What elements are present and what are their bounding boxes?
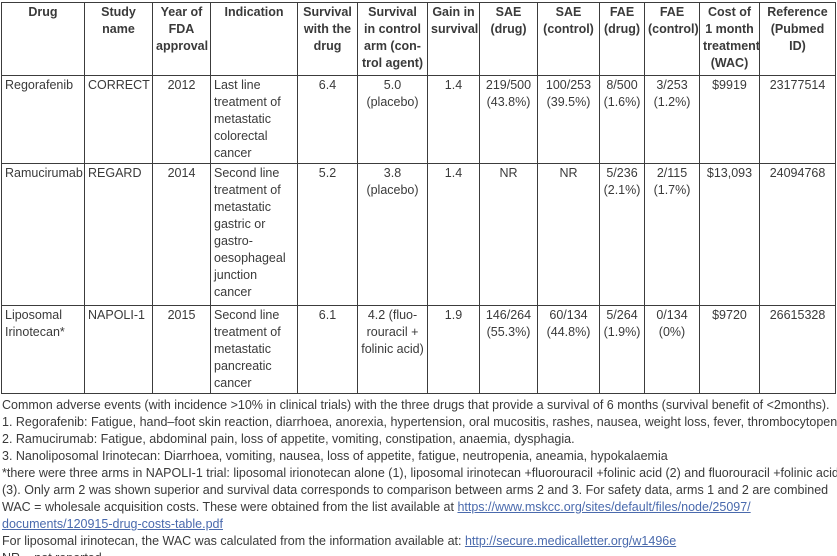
cell-drug: Liposomal Irinotecan* — [1, 305, 85, 394]
cell-drug: Regorafenib — [1, 75, 85, 164]
cell-indication: Second line treatment of metastatic panc… — [210, 305, 298, 394]
cell-study-name: NAPOLI-1 — [84, 305, 153, 394]
footnote-adverse-events-intro: Common adverse events (with incidence >1… — [2, 397, 837, 414]
cell-reference: 24094768 — [759, 163, 836, 306]
mskcc-link[interactable]: https://www.mskcc.org/sites/default/file… — [457, 500, 751, 514]
footnote-text: *there were three arms in NAPOLI-1 trial… — [2, 466, 837, 480]
footnote-nr-definition: NR = not reported — [2, 550, 837, 556]
footnote-wac-link-continued: documents/120915-drug-costs-table.pdf — [2, 516, 837, 533]
footnote-text: (3). Only arm 2 was shown superior and s… — [2, 483, 829, 497]
cell-reference: 26615328 — [759, 305, 836, 394]
cell-fda-year: 2015 — [152, 305, 211, 394]
cell-survival-control: 3.8 (placebo) — [357, 163, 428, 306]
cell-survival-drug: 6.1 — [297, 305, 358, 394]
cell-sae-control: NR — [537, 163, 600, 306]
footnote-napoli-arms-2: (3). Only arm 2 was shown superior and s… — [2, 482, 837, 499]
col-header-fae-drug: FAE (drug) — [599, 2, 645, 76]
table-row-liposomal-irinotecan: Liposomal Irinotecan* NAPOLI-1 2015 Seco… — [1, 305, 836, 394]
medicalletter-link[interactable]: http://secure.medicalletter.org/w1496e — [464, 534, 677, 548]
col-header-reference: Reference (Pubmed ID) — [759, 2, 836, 76]
col-header-survival-drug: Survival with the drug — [297, 2, 358, 76]
table-row-regorafenib: Regorafenib CORRECT 2012 Last line treat… — [1, 75, 836, 164]
cell-sae-control: 100/253 (39.5%) — [537, 75, 600, 164]
cell-reference: 23177514 — [759, 75, 836, 164]
cell-indication: Second line treatment of metastatic gast… — [210, 163, 298, 306]
cell-sae-control: 60/134 (44.8%) — [537, 305, 600, 394]
footnote-liposomal-wac: For liposomal irinotecan, the WAC was ca… — [2, 533, 837, 550]
cell-fae-control: 0/134 (0%) — [644, 305, 700, 394]
cell-cost: $13,093 — [699, 163, 760, 306]
cell-study-name: CORRECT — [84, 75, 153, 164]
col-header-survival-control: Survival in control arm (con- trol agent… — [357, 2, 428, 76]
footnote-nanoliposomal-adverse: 3. Nanoliposomal Irinotecan: Diarrhoea, … — [2, 448, 837, 465]
cell-cost: $9720 — [699, 305, 760, 394]
col-header-fda-year: Year of FDA approval — [152, 2, 211, 76]
cell-gain: 1.4 — [427, 163, 480, 306]
col-header-study-name: Study name — [84, 2, 153, 76]
mskcc-link-pdf[interactable]: documents/120915-drug-costs-table.pdf — [2, 517, 223, 531]
footnote-text: Common adverse events (with incidence >1… — [2, 398, 830, 412]
cell-sae-drug: NR — [479, 163, 538, 306]
cell-fae-control: 2/115 (1.7%) — [644, 163, 700, 306]
table-footnotes: Common adverse events (with incidence >1… — [2, 397, 837, 556]
table-row-ramucirumab: Ramucirumab REGARD 2014 Second line trea… — [1, 163, 836, 306]
cell-fae-drug: 8/500 (1.6%) — [599, 75, 645, 164]
cell-drug: Ramucirumab — [1, 163, 85, 306]
col-header-gain: Gain in survival — [427, 2, 480, 76]
footnote-text: For liposomal irinotecan, the WAC was ca… — [2, 534, 465, 548]
col-header-fae-control: FAE (control) — [644, 2, 700, 76]
cell-survival-control: 5.0 (placebo) — [357, 75, 428, 164]
cell-cost: $9919 — [699, 75, 760, 164]
footnote-text: 3. Nanoliposomal Irinotecan: Diarrhoea, … — [2, 449, 668, 463]
cell-survival-drug: 6.4 — [297, 75, 358, 164]
footnote-text: WAC = wholesale acquisition costs. These… — [2, 500, 458, 514]
col-header-indication: Indication — [210, 2, 298, 76]
footnote-ramucirumab-adverse: 2. Ramucirumab: Fatigue, abdominal pain,… — [2, 431, 837, 448]
drug-comparison-table: Drug Study name Year of FDA approval Ind… — [1, 2, 836, 394]
footnote-napoli-arms-1: *there were three arms in NAPOLI-1 trial… — [2, 465, 837, 482]
footnote-text: 2. Ramucirumab: Fatigue, abdominal pain,… — [2, 432, 575, 446]
cell-fda-year: 2012 — [152, 75, 211, 164]
footnote-wac-definition: WAC = wholesale acquisition costs. These… — [2, 499, 837, 516]
cell-gain: 1.9 — [427, 305, 480, 394]
table-header-row: Drug Study name Year of FDA approval Ind… — [1, 2, 836, 76]
cell-fae-drug: 5/264 (1.9%) — [599, 305, 645, 394]
cell-study-name: REGARD — [84, 163, 153, 306]
cell-fae-control: 3/253 (1.2%) — [644, 75, 700, 164]
cell-survival-control: 4.2 (fluo- rouracil + folinic acid) — [357, 305, 428, 394]
col-header-sae-control: SAE (control) — [537, 2, 600, 76]
cell-gain: 1.4 — [427, 75, 480, 164]
cell-fda-year: 2014 — [152, 163, 211, 306]
footnote-regorafenib-adverse: 1. Regorafenib: Fatigue, hand–foot skin … — [2, 414, 837, 431]
cell-sae-drug: 146/264 (55.3%) — [479, 305, 538, 394]
col-header-sae-drug: SAE (drug) — [479, 2, 538, 76]
cell-indication: Last line treatment of metastatic colore… — [210, 75, 298, 164]
cell-sae-drug: 219/500 (43.8%) — [479, 75, 538, 164]
footnote-text: 1. Regorafenib: Fatigue, hand–foot skin … — [2, 415, 837, 429]
cell-survival-drug: 5.2 — [297, 163, 358, 306]
col-header-drug: Drug — [1, 2, 85, 76]
footnote-text: NR = not reported — [2, 551, 102, 556]
cell-fae-drug: 5/236 (2.1%) — [599, 163, 645, 306]
col-header-cost: Cost of 1 month treatment (WAC) — [699, 2, 760, 76]
